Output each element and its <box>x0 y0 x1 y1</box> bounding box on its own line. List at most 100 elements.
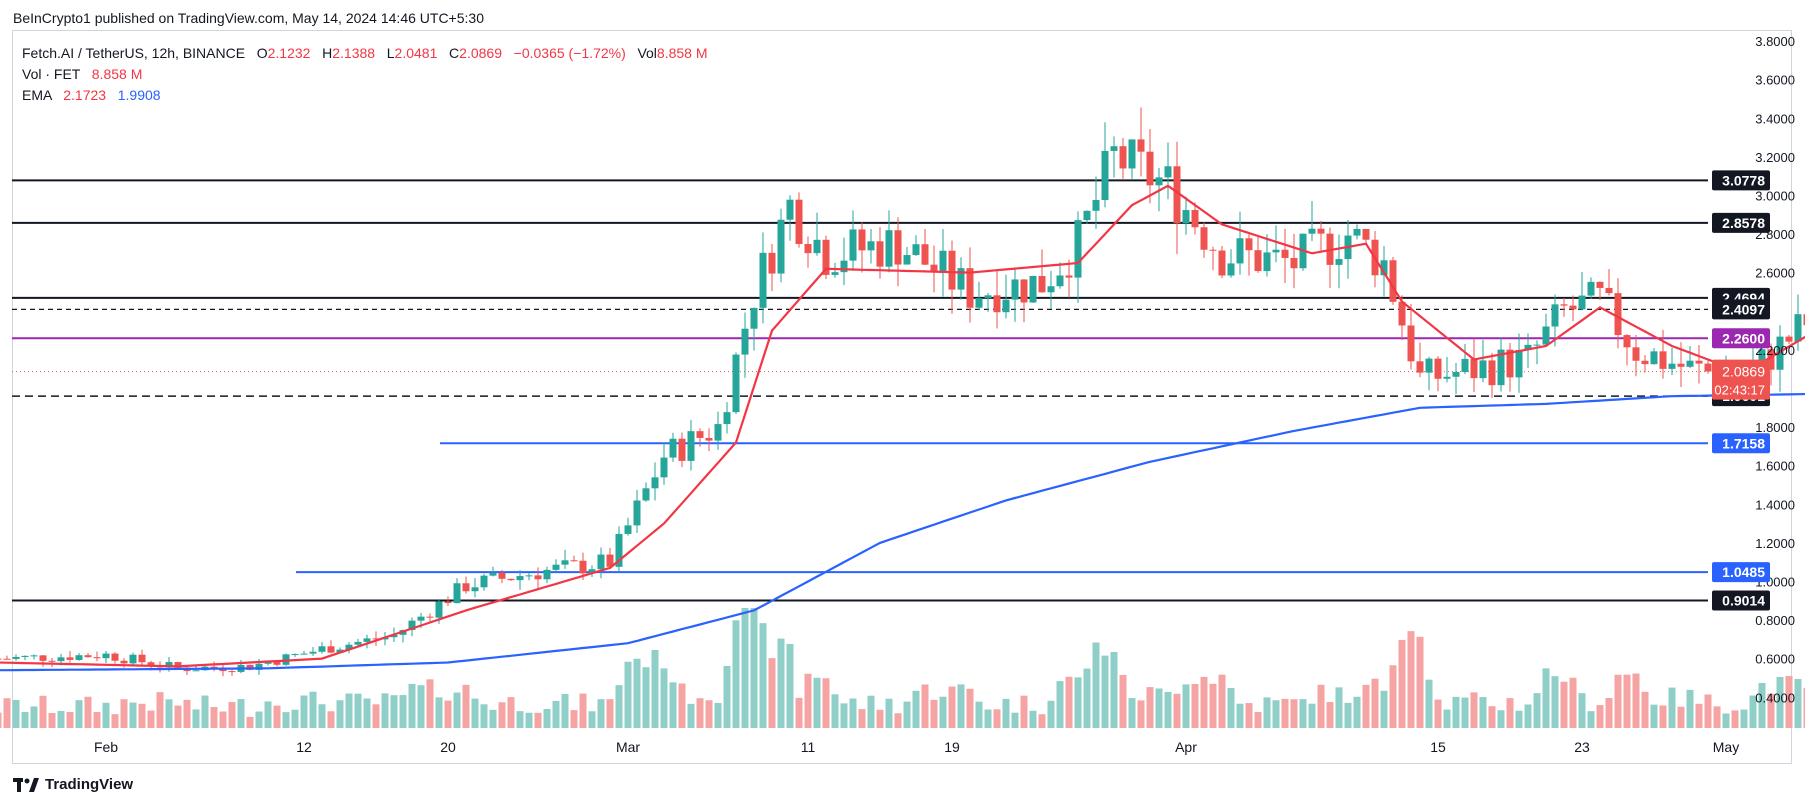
volume-bar-15 <box>129 702 137 728</box>
candle-body-61 <box>543 569 551 580</box>
vol-value: 8.858 M <box>656 45 708 61</box>
x-tick-label-1: 12 <box>296 739 312 755</box>
publisher-line: BeInCrypto1 published on TradingView.com… <box>13 10 484 26</box>
level-label-bg-6 <box>1712 433 1770 454</box>
volume-bar-200 <box>1794 679 1802 728</box>
volume-bar-39 <box>345 693 353 728</box>
candle-body-121 <box>1083 210 1091 221</box>
candle-body-122 <box>1092 199 1100 211</box>
last-price-label: 2.0869 <box>1722 364 1765 380</box>
symbol-title[interactable]: Fetch.AI / TetherUS, 12h, BINANCE <box>22 45 246 61</box>
candle-body-164 <box>1470 358 1478 379</box>
candle-body-75 <box>669 438 677 458</box>
volume-bar-65 <box>579 693 587 728</box>
candle-body-165 <box>1479 360 1487 379</box>
candle-body-132 <box>1182 210 1190 224</box>
volume-bar-110 <box>984 709 992 728</box>
candle-body-29 <box>255 663 263 670</box>
volume-bar-55 <box>489 709 497 728</box>
tradingview-brand[interactable]: TradingView <box>13 776 133 793</box>
candle-body-92 <box>822 239 830 275</box>
volume-bar-122 <box>1092 642 1100 728</box>
volume-bar-49 <box>435 697 443 728</box>
candle-body-34 <box>300 653 308 655</box>
candle-body-167 <box>1497 349 1505 386</box>
volume-bar-38 <box>336 700 344 728</box>
volume-bar-87 <box>777 638 785 728</box>
candle-body-158 <box>1416 361 1424 373</box>
volume-indicator-label: Vol · FET <box>22 66 81 82</box>
candle-body-136 <box>1218 250 1226 276</box>
volume-bar-201 <box>1803 688 1805 728</box>
volume-bar-81 <box>723 665 731 728</box>
candle-body-88 <box>786 199 794 220</box>
volume-bar-197 <box>1767 693 1775 728</box>
volume-bar-51 <box>453 692 461 728</box>
volume-bar-59 <box>525 712 533 728</box>
level-label-bg-7 <box>1712 562 1770 583</box>
volume-bar-113 <box>1011 712 1019 728</box>
candle-body-54 <box>480 575 488 588</box>
candle-body-149 <box>1335 259 1343 265</box>
candle-body-6 <box>48 660 56 662</box>
candle-body-46 <box>408 620 416 631</box>
volume-bar-186 <box>1668 687 1676 728</box>
candle-body-47 <box>417 616 425 621</box>
volume-bar-63 <box>561 693 569 728</box>
volume-bar-3 <box>21 711 29 728</box>
candle-body-198 <box>1776 336 1784 370</box>
volume-bar-150 <box>1344 702 1352 728</box>
candle-body-141 <box>1263 252 1271 272</box>
candle-body-100 <box>894 230 902 265</box>
ohlc-low-key: L <box>386 45 395 61</box>
candle-body-179 <box>1605 287 1613 294</box>
countdown-label: 02:43:17 <box>1714 383 1765 398</box>
volume-bar-7 <box>57 710 65 728</box>
volume-bar-139 <box>1245 703 1253 728</box>
volume-bar-95 <box>849 698 857 728</box>
legend-ema-row[interactable]: EMA 2.1723 1.9908 <box>22 85 708 106</box>
volume-bar-58 <box>516 711 524 728</box>
volume-bar-25 <box>219 711 227 728</box>
candle-body-94 <box>840 260 848 273</box>
volume-bar-114 <box>1020 695 1028 728</box>
candle-body-44 <box>390 634 398 638</box>
volume-bar-194 <box>1740 709 1748 728</box>
volume-bar-21 <box>183 699 191 728</box>
candle-body-67 <box>597 554 605 570</box>
volume-bar-26 <box>228 702 236 728</box>
ohlc-low-value: 2.0481 <box>394 45 438 61</box>
volume-bar-155 <box>1389 665 1397 728</box>
candle-body-36 <box>318 646 326 652</box>
volume-bar-28 <box>246 716 254 728</box>
volume-bar-75 <box>669 682 677 728</box>
level-label-bg-4 <box>1712 328 1770 349</box>
volume-bar-154 <box>1380 690 1388 728</box>
volume-bar-144 <box>1290 699 1298 728</box>
volume-bar-196 <box>1758 682 1766 728</box>
candle-body-58 <box>516 576 524 581</box>
candle-body-51 <box>453 583 461 604</box>
volume-bar-188 <box>1686 689 1694 728</box>
volume-bar-121 <box>1083 668 1091 728</box>
level-label-0: 3.0778 <box>1722 172 1765 188</box>
volume-bar-46 <box>408 683 416 728</box>
volume-bar-179 <box>1605 698 1613 728</box>
legend-volume-row[interactable]: Vol · FET 8.858 M <box>22 64 708 85</box>
candle-body-93 <box>831 272 839 275</box>
candle-body-56 <box>498 572 506 579</box>
volume-bar-138 <box>1236 703 1244 728</box>
candle-body-80 <box>714 424 722 441</box>
candle-body-130 <box>1164 166 1172 178</box>
candle-body-137 <box>1227 263 1235 276</box>
candle-body-71 <box>633 500 641 526</box>
candle-body-50 <box>444 601 452 604</box>
candle-body-79 <box>705 437 713 441</box>
volume-bar-180 <box>1614 674 1622 728</box>
volume-bar-50 <box>444 700 452 728</box>
candle-body-99 <box>885 230 893 267</box>
candle-body-39 <box>345 644 353 650</box>
volume-bar-32 <box>282 712 290 728</box>
volume-bar-148 <box>1326 702 1334 728</box>
